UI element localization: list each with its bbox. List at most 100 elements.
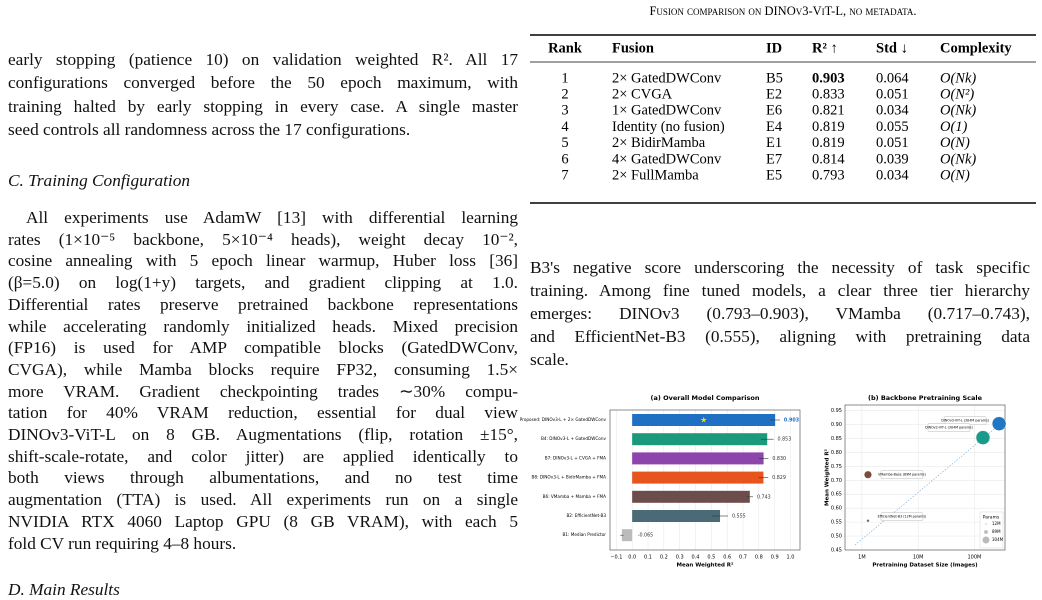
category-label: B7: DINOv3-L + CVGA + FMA — [545, 455, 606, 460]
text-line: configurations converged before the 50 e… — [8, 73, 518, 93]
x-tick-label: 10M — [913, 555, 924, 561]
table-cell: 0.051 — [876, 135, 909, 151]
value-label: -0.065 — [638, 533, 653, 539]
text-line: early stopping (patience 10) on validati… — [8, 50, 518, 69]
bar — [632, 414, 776, 426]
table-cell: O(N) — [940, 168, 970, 184]
text-line: seed controls all randomness across the … — [8, 119, 411, 139]
table-cell: O(Nk) — [940, 151, 976, 167]
table-header: Std ↓ — [876, 40, 908, 56]
y-tick-label: 0.60 — [831, 506, 842, 512]
table-cell: 2× GatedDWConv — [612, 70, 722, 86]
legend-label: 89M — [992, 529, 1001, 534]
legend-label: 304M — [992, 537, 1004, 542]
text-line: CVGA), while Mamba blocks require FP32, … — [8, 359, 518, 379]
text-line: emerges: DINOv3 (0.793–0.903), VMamba (0… — [530, 304, 1030, 324]
table-header: Fusion — [612, 40, 654, 56]
chart-title: (b) Backbone Pretraining Scale — [868, 394, 983, 402]
y-tick-label: 0.90 — [831, 422, 842, 428]
table-cell: 3 — [561, 103, 568, 119]
bar — [621, 529, 633, 542]
y-tick-label: 0.75 — [831, 464, 842, 470]
table-cell: 0.821 — [812, 103, 845, 119]
point-label: DINOv3-ViT-L (304M params) — [941, 419, 989, 423]
text-line: shift-scale-rotate, and color jitter) ar… — [8, 446, 518, 466]
x-tick-label: −0.1 — [610, 555, 622, 561]
x-tick-label: 100M — [967, 555, 981, 561]
x-tick-label: 0.5 — [707, 555, 715, 561]
x-axis-label: Pretraining Dataset Size (Images) — [872, 563, 978, 569]
label-box — [927, 423, 971, 432]
table-cell: 5 — [561, 135, 568, 151]
chart-title: (a) Overall Model Comparison — [650, 394, 759, 402]
table-cell: E4 — [766, 119, 783, 135]
legend-marker — [982, 536, 990, 544]
text-line: B3's negative score underscoring the nec… — [530, 258, 1030, 277]
table-cell: E6 — [766, 103, 782, 119]
table-cell: O(Nk) — [940, 70, 976, 86]
table-cell: 2× CVGA — [612, 87, 673, 103]
y-tick-label: 0.85 — [831, 436, 842, 442]
legend-marker — [985, 523, 987, 525]
table-cell: O(N) — [940, 135, 970, 151]
table-cell: 0.039 — [876, 151, 909, 167]
x-tick-label: 0.9 — [771, 555, 779, 561]
table-cell: 0.819 — [812, 119, 845, 135]
y-tick-label: 0.50 — [831, 534, 842, 540]
x-tick-label: 1.0 — [787, 555, 795, 561]
text-line: training. Among fine tuned models, a cle… — [530, 281, 1030, 301]
bar — [632, 490, 750, 503]
category-label: B4: DINOv3-L + GatedDWConv — [541, 436, 607, 441]
x-tick-label: 0.6 — [723, 555, 731, 561]
table-cell: 0.819 — [812, 135, 845, 151]
category-label: B1: Median Predictor — [562, 532, 606, 537]
table-cell: 0.064 — [876, 70, 909, 86]
bar — [632, 510, 721, 522]
category-label: Proposed: DINOv3-L + 2× GatedDWConv — [520, 417, 607, 422]
table-cell: 4× GatedDWConv — [612, 151, 722, 167]
table-header: R² ↑ — [812, 40, 838, 56]
table-cell: 0.793 — [812, 168, 845, 184]
value-label: 0.829 — [772, 475, 786, 481]
bar — [632, 471, 764, 484]
table-cell: O(1) — [940, 119, 968, 135]
text-line: All experiments use AdamW [13] with diff… — [26, 208, 518, 227]
x-tick-label: 0.3 — [676, 555, 684, 561]
table-cell: 4 — [561, 119, 569, 135]
table-cell: 2× BidirMamba — [612, 135, 706, 151]
table-cell: E5 — [766, 168, 782, 184]
table-cell: E7 — [766, 151, 782, 167]
y-tick-label: 0.70 — [831, 478, 842, 484]
value-label: 0.903 — [784, 418, 799, 424]
text-line: scale. — [530, 350, 569, 370]
legend-title: Params — [983, 515, 1000, 521]
star: ★ — [700, 416, 707, 425]
plot-frame — [844, 404, 1006, 551]
point — [866, 519, 870, 523]
text-line: augmentation (TTA) is used. All experime… — [8, 490, 518, 510]
text-line: NVIDIA RTX 4060 Laptop GPU (8 GB VRAM), … — [8, 511, 518, 531]
x-tick-label: 0.0 — [628, 555, 636, 561]
point-label: VMamba-Base (89M params) — [878, 473, 926, 477]
table-caption: Fusion comparison on DINOv3-ViT-L, no me… — [649, 4, 916, 18]
table-cell: O(Nk) — [940, 103, 976, 119]
table-cell: Identity (no fusion) — [612, 119, 725, 135]
y-tick-label: 0.65 — [831, 492, 842, 498]
text-line: rates (1×10⁻⁵ backbone, 5×10⁻⁴ heads), w… — [8, 229, 518, 249]
value-label: 0.830 — [772, 456, 786, 462]
x-tick-label: 0.8 — [755, 555, 763, 561]
table-cell: 1× GatedDWConv — [612, 103, 722, 119]
text-line: tation for 40% VRAM reduction, essential… — [8, 403, 518, 423]
table-cell: E2 — [766, 87, 782, 103]
table-cell: 6 — [561, 151, 568, 167]
bar — [632, 433, 768, 446]
y-tick-label: 0.80 — [831, 450, 842, 456]
point — [863, 470, 872, 479]
table-cell: 1 — [561, 70, 568, 86]
y-axis-label: Mean Weighted R² — [824, 448, 831, 506]
text-line: and EfficientNet-B3 (0.555), aligning wi… — [530, 327, 1030, 347]
label-box — [880, 512, 924, 521]
point — [975, 430, 991, 445]
table-cell: 0.814 — [812, 151, 845, 167]
